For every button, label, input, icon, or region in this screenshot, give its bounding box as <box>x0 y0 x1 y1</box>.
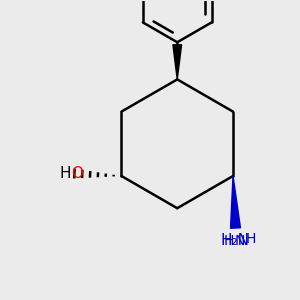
Text: H₂N: H₂N <box>221 233 250 248</box>
Text: H: H <box>245 232 256 246</box>
Text: N: N <box>234 234 244 248</box>
Text: H: H <box>224 234 234 248</box>
Polygon shape <box>173 45 182 80</box>
Text: H: H <box>59 166 71 181</box>
Polygon shape <box>230 176 240 228</box>
Text: O: O <box>71 166 83 181</box>
